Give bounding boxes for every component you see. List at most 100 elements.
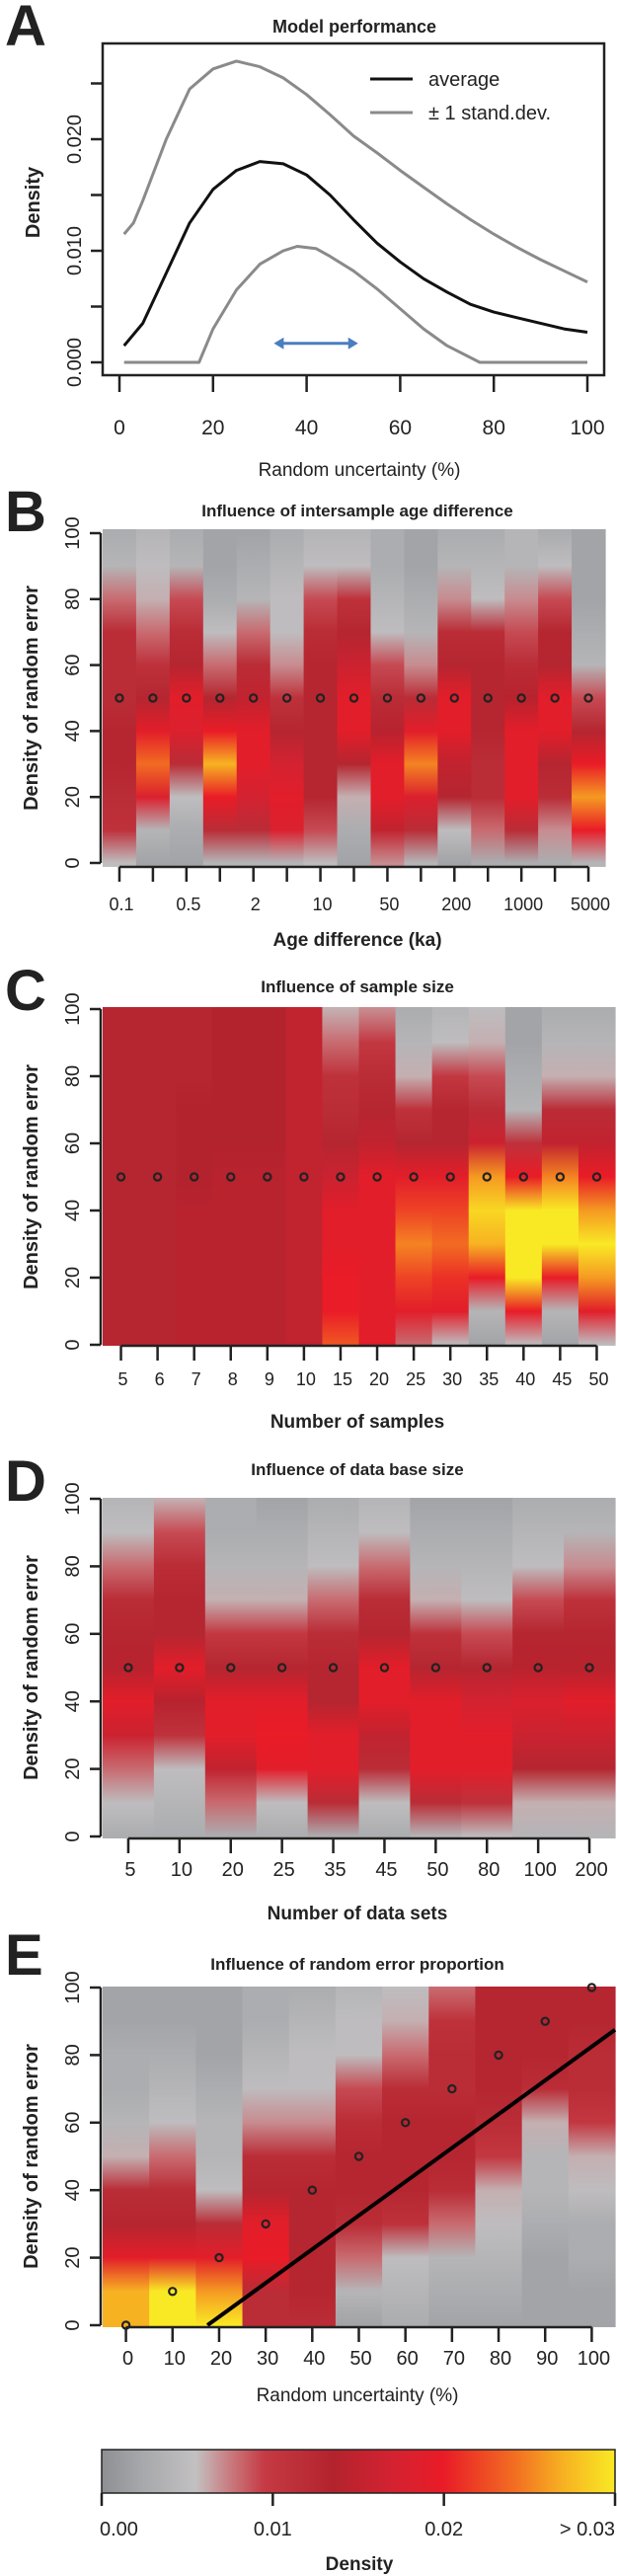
x-tick-label: 80: [483, 417, 505, 439]
y-tick-label: 0.000: [64, 338, 86, 387]
y-axis-label: Density of random error: [21, 585, 42, 811]
median-marker: [348, 693, 359, 703]
reference-line: [205, 2028, 617, 2327]
colorbar-label: Density: [326, 2554, 394, 2575]
x-tick-label: 25: [273, 1859, 295, 1881]
x-tick-label: 15: [333, 1369, 352, 1389]
y-tick-label: 80: [62, 1555, 84, 1577]
x-tick-label: 45: [552, 1369, 572, 1389]
median-marker: [336, 1172, 346, 1182]
y-tick-label: 80: [62, 2044, 84, 2066]
x-tick-label: 40: [303, 2348, 325, 2370]
y-axis-label: Density: [23, 166, 44, 238]
median-marker: [516, 693, 526, 703]
x-tick-label: 20: [222, 1859, 244, 1881]
median-marker: [372, 1172, 382, 1182]
heatmap-column: [370, 529, 405, 867]
heatmap-column: [303, 529, 339, 867]
heatmap-column: [149, 1987, 196, 2327]
heatmap-column: [335, 1987, 383, 2327]
panel-e: E Influence of random error proportion 0 20…: [5, 1923, 617, 2406]
chart-title: Influence of sample size: [261, 977, 454, 996]
x-tick-label: 40: [295, 417, 318, 439]
x-tick-label: 50: [588, 1369, 608, 1389]
median-marker: [261, 2219, 270, 2229]
heatmap-column: [358, 1007, 397, 1346]
x-tick-label: 10: [313, 895, 333, 914]
median-marker: [175, 1663, 185, 1673]
heatmap-column: [139, 1007, 177, 1346]
x-tick-label: 8: [228, 1369, 238, 1389]
heatmap-column: [176, 1007, 213, 1346]
heatmap-column: [578, 1007, 616, 1346]
x-tick-label: 40: [515, 1369, 535, 1389]
median-marker: [263, 1172, 272, 1182]
median-marker: [482, 1663, 492, 1673]
x-tick-label: 90: [536, 2348, 558, 2370]
heatmap-column: [202, 529, 238, 867]
x-tick-label: 0: [114, 417, 125, 439]
heatmap-column: [169, 529, 204, 867]
x-tick-label: 10: [164, 2348, 186, 2370]
median-marker: [307, 2185, 318, 2195]
heatmap-column: [504, 529, 539, 867]
median-marker: [586, 1983, 597, 1992]
x-axis-label: Age difference (ka): [272, 930, 441, 951]
median-marker: [281, 693, 292, 703]
median-marker: [550, 693, 560, 703]
median-marker: [148, 693, 158, 703]
panel-letter: A: [5, 0, 46, 58]
heatmap-column: [212, 1007, 250, 1346]
heatmap-column: [410, 1498, 462, 1838]
y-tick-label: 20: [62, 1757, 84, 1779]
x-tick-label: 200: [575, 1859, 607, 1881]
heatmap-column: [337, 529, 372, 867]
median-marker: [315, 693, 326, 703]
y-tick-label: 0.020: [64, 115, 86, 164]
median-marker: [116, 1172, 126, 1182]
median-marker: [215, 693, 225, 703]
x-tick-label: 5: [118, 1369, 128, 1389]
heatmap-column: [568, 1987, 616, 2327]
x-tick-label: 100: [578, 2348, 610, 2370]
plot-frame: [101, 41, 606, 377]
median-marker: [409, 1172, 419, 1182]
median-marker: [182, 693, 192, 703]
chart-title: Influence of intersample age difference: [201, 502, 513, 520]
median-marker: [400, 2118, 411, 2128]
heatmap-column: [242, 1987, 290, 2327]
x-tick-label: 60: [389, 417, 412, 439]
y-tick-label: 100: [62, 992, 84, 1025]
x-tick-label: 0.1: [109, 895, 133, 914]
x-tick-label: 50: [426, 1859, 448, 1881]
x-tick-label: 5: [124, 1859, 135, 1881]
median-marker: [382, 693, 393, 703]
heatmap-column: [468, 1007, 506, 1346]
x-tick-label: 30: [442, 1369, 462, 1389]
x-tick-label: 30: [257, 2348, 278, 2370]
y-tick-label: 20: [62, 2246, 84, 2268]
x-tick-label: 20: [201, 417, 224, 439]
heatmap-column: [437, 529, 472, 867]
median-marker: [583, 693, 593, 703]
median-marker: [449, 693, 459, 703]
chart-title: Influence of random error proportion: [210, 1955, 504, 1974]
y-tick-label: 40: [62, 1690, 84, 1712]
heatmap-column: [431, 1007, 470, 1346]
y-axis-label: Density of random error: [21, 2044, 42, 2269]
arrowhead-right-icon: [347, 337, 358, 350]
x-tick-label: 25: [406, 1369, 425, 1389]
median-marker: [379, 1663, 390, 1673]
median-marker: [328, 1663, 339, 1673]
heatmap-column: [153, 1498, 206, 1838]
y-tick-label: 60: [62, 2112, 84, 2134]
x-tick-label: 200: [441, 895, 471, 914]
heatmap-column: [572, 529, 606, 867]
median-marker: [226, 1172, 236, 1182]
colorbar-tick-label: > 0.03: [560, 2519, 615, 2540]
median-marker: [416, 693, 426, 703]
series-line-2: [123, 245, 587, 364]
x-tick-label: 35: [479, 1369, 499, 1389]
heatmap-column: [512, 1498, 565, 1838]
heatmap-column: [103, 1987, 150, 2327]
